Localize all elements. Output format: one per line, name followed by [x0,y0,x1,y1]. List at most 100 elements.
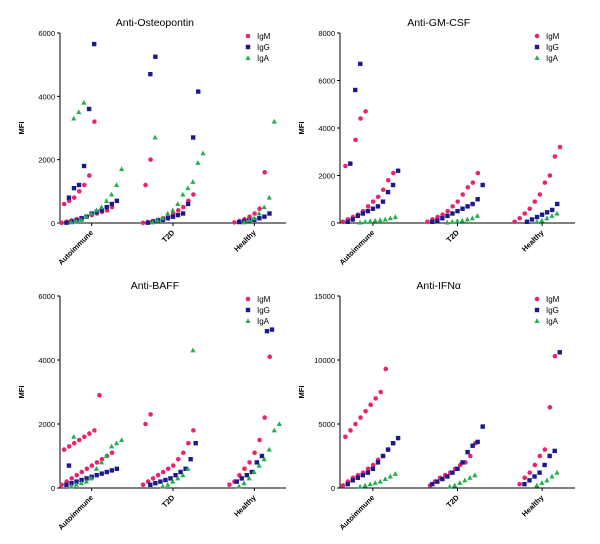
data-point-igm [148,157,153,162]
data-point-iga [362,219,368,224]
data-point-igm [475,170,481,176]
data-point-iga [534,482,540,488]
legend-marker-igm [245,33,251,39]
data-point-igm [69,476,75,481]
data-point-igm [522,475,527,481]
data-point-igm [257,206,262,212]
data-point-iga [539,217,545,223]
data-point-igm [186,440,191,446]
data-point-igg [168,476,173,481]
data-point-iga [190,347,196,353]
data-point-iga [549,473,555,479]
data-point-igm [74,472,80,478]
data-point-igm [425,219,430,225]
data-point-iga [119,166,125,172]
data-point-igg [148,71,153,77]
data-point-igg [430,481,435,487]
data-point-igm [358,116,363,121]
data-point-igg [547,453,552,459]
data-point-iga [392,471,398,476]
data-point-igm [445,208,450,214]
legend-label: IgM [546,295,560,304]
data-point-igg [350,478,355,483]
data-point-iga [362,482,368,488]
data-point-igm [512,219,517,225]
data-point-igg [79,477,84,483]
data-point-igm [148,412,153,417]
data-point-igg [557,350,562,355]
x-tick-label: T2D [160,228,177,245]
data-point-igm [191,192,196,197]
data-point-igm [242,466,247,472]
data-point-igm [537,453,543,459]
data-point-iga [554,469,560,475]
legend-marker-iga [534,55,540,60]
data-point-igg [64,482,69,487]
data-point-igg [380,453,386,459]
data-point-igg [71,185,77,191]
data-point-igm [532,462,538,468]
data-point-iga [372,480,378,485]
data-point-iga [108,443,115,449]
data-point-igm [99,456,105,462]
data-point-iga [73,218,79,224]
data-point-iga [88,210,94,216]
data-point-igg [480,424,485,429]
data-point-igg [395,435,401,441]
data-point-igm [460,192,466,197]
data-point-igg [360,473,366,478]
data-point-igm [140,482,146,488]
data-point-igm [552,154,558,159]
data-point-igm [262,170,267,175]
x-tick-label: Autoimmune [338,493,377,532]
data-point-iga [68,483,74,489]
data-point-igm [375,194,381,200]
data-point-iga [103,198,110,203]
legend-label: IgG [257,43,270,52]
data-point-igm [76,437,82,443]
y-axis-label: MFI [297,122,306,135]
data-point-igm [247,460,252,465]
data-point-igg [460,206,465,211]
x-tick-label: Autoimmune [56,228,95,267]
data-point-igm [87,431,92,436]
data-point-igg [69,481,74,486]
data-point-iga [103,453,110,458]
legend-marker-iga [245,318,251,323]
data-point-igm [247,214,252,219]
data-point-igg [552,448,557,454]
data-point-igg [380,199,386,204]
data-point-igm [378,389,384,395]
data-point-igm [59,220,64,226]
data-point-igg [440,216,445,221]
data-point-igm [61,447,67,452]
chart-title: Anti-Osteopontin [116,17,194,29]
data-point-igg [148,482,153,487]
data-point-iga [165,482,171,487]
data-point-igg [76,182,82,188]
data-point-igm [267,354,273,360]
data-point-igm [340,219,346,225]
data-point-igm [363,109,368,114]
data-point-igg [527,478,532,483]
data-point-iga [276,421,282,426]
data-point-iga [83,213,89,219]
data-point-igm [435,214,440,220]
data-point-iga [452,482,458,488]
data-point-iga [459,217,465,223]
data-point-igm [440,212,445,217]
data-point-igg [537,470,542,475]
y-tick-label: 8000 [318,29,335,38]
data-point-igg [86,106,92,112]
data-point-igg [114,466,120,471]
data-point-igm [160,469,166,475]
data-point-igm [59,482,64,488]
data-point-iga [246,475,252,481]
data-point-igm [542,180,548,185]
data-point-igg [465,204,470,209]
data-point-iga [387,215,393,221]
legend-marker-igg [534,44,540,50]
y-tick-label: 2000 [318,172,335,181]
data-point-iga [554,210,560,216]
